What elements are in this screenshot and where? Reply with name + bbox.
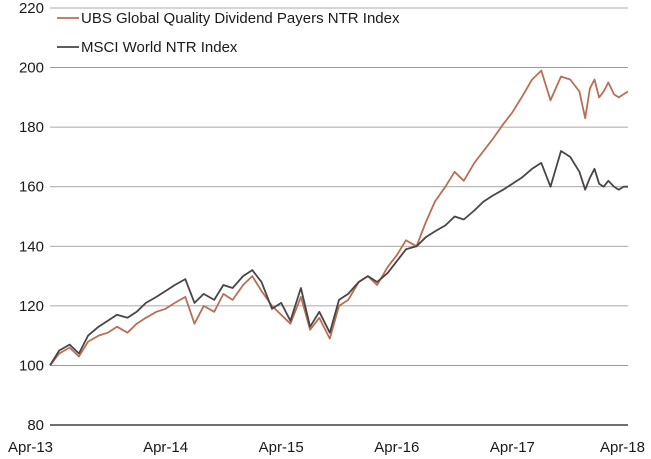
legend: UBS Global Quality Dividend Payers NTR I… bbox=[57, 10, 400, 56]
legend-label: UBS Global Quality Dividend Payers NTR I… bbox=[81, 10, 400, 27]
y-tick-label: 180 bbox=[19, 119, 44, 136]
x-tick-label: Apr-15 bbox=[259, 439, 304, 456]
x-tick-label: Apr-17 bbox=[490, 439, 535, 456]
y-tick-label: 80 bbox=[27, 417, 44, 434]
axes: 80 100 120 140 160 180 200 220 Apr-13 Apr-14 Apr-1… bbox=[8, 0, 645, 456]
y-tick-label: 160 bbox=[19, 179, 44, 196]
legend-label: MSCI World NTR Index bbox=[81, 39, 238, 56]
series-line-ubs-quality-dividend bbox=[49, 69, 629, 366]
x-tick-label: Apr-13 bbox=[8, 439, 53, 456]
series-lines bbox=[49, 69, 629, 366]
y-tick-label: 220 bbox=[19, 0, 44, 17]
y-tick-label: 100 bbox=[19, 357, 44, 374]
gridlines bbox=[50, 7, 628, 366]
x-tick-label: Apr-18 bbox=[600, 439, 645, 456]
y-tick-label: 120 bbox=[19, 298, 44, 315]
y-tick-label: 200 bbox=[19, 60, 44, 77]
x-tick-label: Apr-16 bbox=[374, 439, 419, 456]
series-line-msci-world bbox=[49, 150, 628, 366]
x-tick-label: Apr-14 bbox=[143, 439, 188, 456]
y-tick-label: 140 bbox=[19, 238, 44, 255]
